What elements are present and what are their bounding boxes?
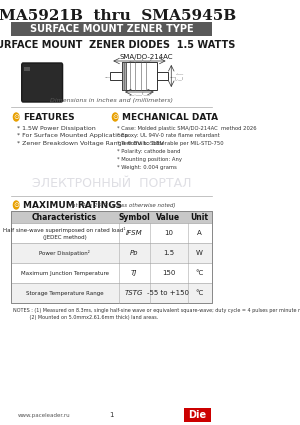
Text: SURFACE MOUNT  ZENER DIODES  1.5 WATTS: SURFACE MOUNT ZENER DIODES 1.5 WATTS [0, 40, 235, 50]
Text: 150: 150 [162, 270, 175, 276]
Text: * Terminals: Solderable per MIL-STD-750: * Terminals: Solderable per MIL-STD-750 [117, 142, 223, 147]
Bar [11, 22, 212, 36]
Text: ___: ___ [169, 74, 175, 79]
Text: * Mounting position: Any: * Mounting position: Any [117, 158, 182, 162]
Text: _.___
(_.__): _.___ (_.__) [175, 72, 184, 80]
Text: Value: Value [156, 212, 181, 221]
Text: (2) Mounted on 5.0mmx2.61.6mm thick) land areas.: (2) Mounted on 5.0mmx2.61.6mm thick) lan… [13, 315, 158, 320]
Text: ЭЛЕКТРОННЫЙ  ПОРТАЛ: ЭЛЕКТРОННЫЙ ПОРТАЛ [32, 176, 191, 190]
Text: www.paceleader.ru: www.paceleader.ru [18, 413, 71, 417]
Text: (at TA = 25°C unless otherwise noted): (at TA = 25°C unless otherwise noted) [70, 202, 176, 207]
Text: SMA/DO-214AC: SMA/DO-214AC [120, 54, 173, 60]
Text: IFSM: IFSM [126, 230, 142, 236]
Text: Symbol: Symbol [118, 212, 150, 221]
Bar [110, 72, 122, 80]
Bar [122, 62, 157, 90]
Text: °C: °C [196, 290, 204, 296]
Text: Characteristics: Characteristics [32, 212, 97, 221]
Text: SURFACE MOUNT ZENER TYPE: SURFACE MOUNT ZENER TYPE [30, 24, 194, 34]
Text: * Weight: 0.004 grams: * Weight: 0.004 grams [117, 165, 176, 170]
Bar [11, 263, 212, 283]
Text: (JEDEC method): (JEDEC method) [43, 235, 86, 240]
Text: Power Dissipation²: Power Dissipation² [39, 250, 90, 256]
Text: 1: 1 [110, 412, 114, 418]
Text: * Polarity: cathode band: * Polarity: cathode band [117, 150, 180, 155]
Circle shape [14, 201, 19, 209]
Text: °C: °C [196, 270, 204, 276]
Text: ⊙: ⊙ [13, 114, 19, 120]
Text: 1.5: 1.5 [163, 250, 174, 256]
Text: ___.___(___): ___.___(___) [128, 91, 151, 96]
Bar [122, 62, 126, 90]
Text: A: A [197, 230, 202, 236]
Text: * 1.5W Power Dissipation: * 1.5W Power Dissipation [17, 125, 96, 130]
Text: TSTG: TSTG [125, 290, 143, 296]
Bar [184, 408, 211, 422]
Text: * For Surface Mounted Applications: * For Surface Mounted Applications [17, 133, 128, 139]
Circle shape [14, 113, 19, 121]
FancyBboxPatch shape [22, 63, 63, 102]
Bar [11, 243, 212, 263]
Text: Die: Die [188, 410, 207, 420]
Text: -55 to +150: -55 to +150 [148, 290, 190, 296]
Bar [25, 67, 30, 71]
Text: Half sine-wave superimposed on rated load¹: Half sine-wave superimposed on rated loa… [3, 227, 126, 233]
Text: Unit: Unit [191, 212, 209, 221]
Text: Pᴅ: Pᴅ [130, 250, 138, 256]
Text: Maximum Junction Temperature: Maximum Junction Temperature [21, 270, 109, 275]
Text: TJ: TJ [131, 270, 137, 276]
Text: Dimensions in inches and (millimeters): Dimensions in inches and (millimeters) [50, 97, 173, 102]
Text: * Case: Molded plastic SMA/DO-214AC  method 2026: * Case: Molded plastic SMA/DO-214AC meth… [117, 125, 256, 130]
Text: W: W [196, 250, 203, 256]
Text: Storage Temperature Range: Storage Temperature Range [26, 291, 104, 295]
Bar [11, 283, 212, 303]
Text: NOTES : (1) Measured on 8.3ms, single half-sine wave or equivalent square-wave; : NOTES : (1) Measured on 8.3ms, single ha… [13, 308, 300, 313]
Text: ___: ___ [104, 74, 110, 79]
Text: MECHANICAL DATA: MECHANICAL DATA [122, 113, 218, 122]
Circle shape [112, 113, 118, 121]
Bar [11, 211, 212, 223]
Text: MAXIMUM RATINGS: MAXIMUM RATINGS [23, 201, 122, 210]
Text: * Epoxy: UL 94V-0 rate flame retardant: * Epoxy: UL 94V-0 rate flame retardant [117, 133, 219, 139]
Text: SMA5921B  thru  SMA5945B: SMA5921B thru SMA5945B [0, 9, 236, 23]
Bar [11, 223, 212, 243]
Text: ___.___(___): ___.___(___) [128, 57, 151, 62]
Bar [157, 72, 169, 80]
Text: ⊙: ⊙ [13, 202, 19, 208]
Bar [11, 211, 212, 303]
Text: ⊙: ⊙ [112, 114, 118, 120]
Text: * Zener Breakdown Voltage Range 6.8V to 58V: * Zener Breakdown Voltage Range 6.8V to … [17, 142, 164, 147]
Text: FEATURES: FEATURES [23, 113, 75, 122]
Text: 10: 10 [164, 230, 173, 236]
